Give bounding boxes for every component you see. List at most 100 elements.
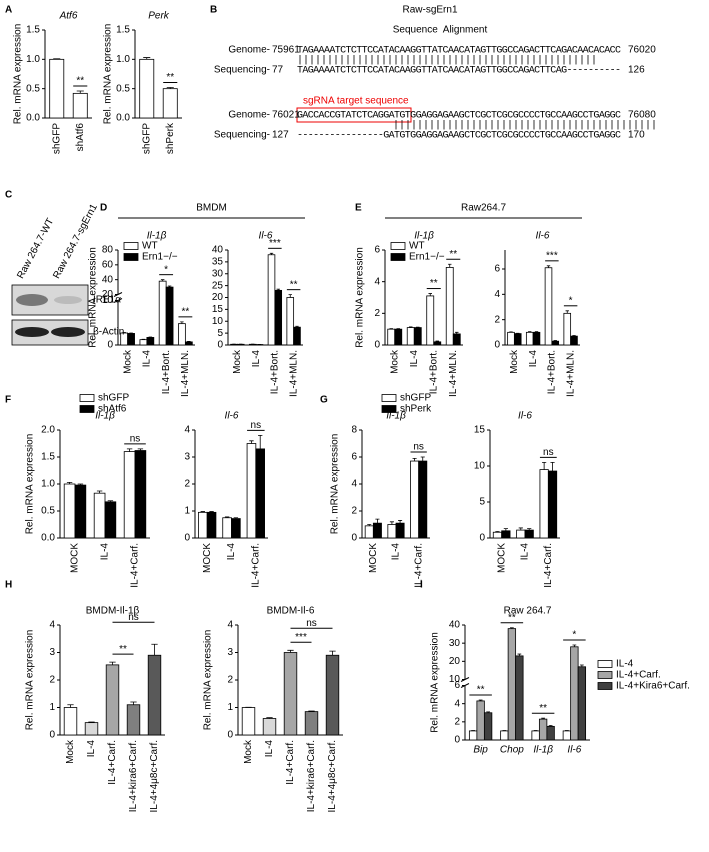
row-start: 76021 — [272, 110, 300, 121]
x-tick-label: shGFP — [141, 123, 152, 154]
x-tick-label: IL-4+Bort. — [161, 350, 172, 394]
y-axis-label: Rel. mRNA expression — [330, 434, 341, 535]
blot-band — [16, 294, 48, 306]
bar — [304, 711, 319, 736]
x-tick-label: IL-4+MLN. — [180, 350, 191, 397]
y-tick-label: 10 — [102, 295, 114, 306]
x-tick-label: IL-4 — [142, 350, 153, 368]
y-tick-label: 0 — [217, 340, 223, 351]
bar — [72, 92, 88, 119]
bar — [246, 443, 257, 539]
y-tick-label: 1.0 — [116, 54, 130, 65]
legend-swatch — [123, 242, 139, 250]
panel-label: A — [5, 5, 12, 16]
legend-swatch — [597, 671, 613, 679]
bar — [231, 518, 241, 539]
chart-title: Il-6 — [225, 411, 239, 422]
bar — [104, 501, 117, 539]
x-tick-label: MOCK — [368, 543, 379, 573]
error-bar — [542, 462, 547, 470]
sequence: TAGAAAATCTCTTCCATACAAGGTTATCAACATAGTTGGC… — [297, 66, 621, 77]
bar — [267, 254, 276, 346]
bar — [105, 664, 120, 736]
y-tick-label: 1.5 — [41, 452, 55, 463]
chart-title: Raw 264.7 — [504, 606, 552, 617]
error-bar — [200, 511, 205, 513]
significance-label: ** — [290, 279, 298, 290]
chart-title: Il-6 — [259, 231, 273, 242]
row-end: 76080 — [628, 110, 656, 121]
error-bar — [580, 664, 584, 667]
y-tick-label: 6 — [374, 245, 380, 256]
bar — [445, 267, 454, 346]
bar — [93, 492, 106, 539]
x-tick-label: Mock — [509, 349, 520, 374]
error-bar — [107, 500, 114, 502]
panel-label: E — [355, 203, 362, 214]
bar — [165, 286, 174, 346]
y-axis-label: Rel. mRNA expression — [355, 247, 366, 348]
match-line: ||||||||||||||||||||||||||||||||||||||||… — [297, 120, 657, 132]
error-bar — [455, 331, 459, 334]
x-tick-label: MOCK — [70, 543, 81, 573]
y-tick-label: 4 — [374, 276, 380, 287]
x-tick-label: Mock — [243, 739, 254, 764]
row-label: Sequencing- — [214, 65, 270, 76]
y-axis-label: Rel. mRNA expression — [25, 630, 36, 731]
x-tick-label: IL-4 — [264, 740, 275, 758]
y-tick-label: 3 — [49, 647, 55, 658]
bar — [286, 297, 295, 346]
x-tick-label: Il-6 — [567, 745, 581, 756]
x-tick-label: IL-4 — [86, 740, 97, 758]
bar — [515, 655, 524, 741]
x-tick-label: IL-4+Carf. — [130, 543, 141, 588]
significance-label: ** — [76, 76, 84, 87]
significance-label: ** — [449, 249, 457, 260]
significance-label: ** — [430, 278, 438, 289]
legend-swatch — [79, 405, 95, 413]
error-bar — [249, 440, 254, 444]
x-tick-label: IL-4+MLN. — [288, 350, 299, 397]
y-tick-label: 6 — [454, 680, 460, 691]
significance-label: * — [569, 295, 573, 306]
x-tick-label: shGFP — [51, 123, 62, 154]
bar — [146, 337, 155, 346]
x-tick-label: IL-4+Carf. — [413, 543, 424, 588]
bar — [524, 529, 534, 539]
error-bar — [503, 528, 508, 531]
error-bar — [180, 321, 184, 324]
bar — [139, 58, 155, 119]
band-label: IRE1α — [93, 295, 121, 306]
y-tick-label: 1.5 — [26, 25, 40, 36]
bar — [516, 529, 526, 539]
x-tick-label: shAtf6 — [75, 123, 86, 152]
bar — [452, 333, 461, 346]
error-bar — [109, 661, 116, 665]
panel-label: D — [100, 203, 107, 214]
error-bar — [398, 520, 403, 524]
sequence: GACCACCGTATCTCAGGATGTGGAGGAGAAGCTCGCTCGC… — [297, 111, 621, 122]
error-bar — [160, 279, 165, 282]
error-bar — [126, 448, 133, 452]
y-tick-label: 0 — [351, 533, 357, 544]
x-tick-label: IL-4+MLN. — [448, 350, 459, 397]
bar — [293, 326, 301, 346]
bar — [162, 88, 178, 119]
error-bar — [495, 531, 500, 533]
bar — [551, 340, 560, 346]
y-tick-label: 35 — [212, 257, 224, 268]
error-bar — [518, 527, 523, 531]
y-tick-label: 0 — [184, 533, 190, 544]
bar — [123, 451, 136, 539]
error-bar — [167, 285, 172, 288]
y-tick-label: 0 — [227, 730, 233, 741]
error-bar — [269, 252, 274, 255]
x-tick-label: Chop — [500, 745, 524, 756]
bar — [134, 450, 147, 539]
panel-label: H — [5, 580, 12, 591]
bar — [563, 312, 572, 346]
error-bar — [527, 528, 532, 531]
y-tick-label: 1.0 — [26, 54, 40, 65]
blot-band — [51, 327, 85, 337]
error-bar — [408, 326, 413, 328]
